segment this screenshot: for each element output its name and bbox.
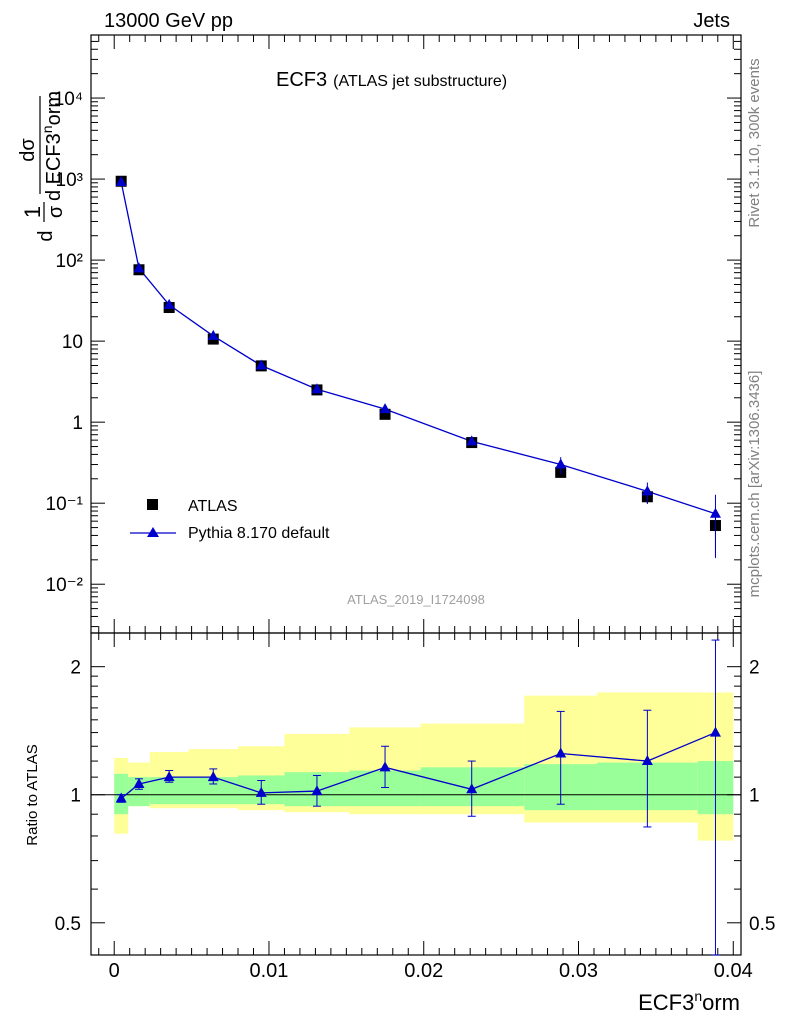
ratio-point	[379, 761, 391, 772]
mc-point	[311, 383, 323, 394]
ratio-point	[255, 786, 267, 797]
ratio-point	[709, 726, 721, 737]
mc-point	[115, 176, 127, 187]
ratio-y-tick-label-left: 2	[70, 658, 81, 679]
x-tick-label: 0.01	[250, 960, 289, 982]
mc-point	[133, 262, 145, 273]
ratio-point	[641, 755, 653, 766]
ratio-point	[466, 783, 478, 794]
ratio-point	[207, 771, 219, 782]
ratio-band-inner	[128, 777, 150, 807]
x-tick-label: 0.03	[559, 960, 598, 982]
y-tick-label: 10³	[56, 170, 83, 191]
ratio-y-tick-label-right: 0.5	[749, 914, 775, 935]
mc-series-line	[120, 181, 716, 515]
y-tick-label: 10²	[56, 251, 83, 272]
y-tick-label: 10	[62, 332, 83, 353]
ratio-frame	[90, 632, 742, 956]
ratio-point	[311, 785, 323, 796]
header-process-label: Jets	[693, 10, 730, 32]
main-frame	[90, 34, 742, 634]
mc-point	[207, 329, 219, 340]
ratio-y-tick-label-right: 1	[749, 786, 760, 807]
ratio-y-tick-label-left: 0.5	[55, 914, 81, 935]
x-tick-label: 0.04	[714, 960, 753, 982]
ratio-y-tick-label-right: 2	[749, 658, 760, 679]
ratio-point	[115, 792, 127, 803]
y-label-d: d	[35, 230, 57, 241]
y-tick-label: 10⁻¹	[46, 494, 84, 515]
y-tick-label: 10⁴	[54, 89, 83, 110]
legend-mc-label: Pythia 8.170 default	[188, 525, 330, 542]
x-tick-label: 0	[109, 960, 120, 982]
legend-data-marker	[147, 499, 158, 510]
plot-title-sub: (ATLAS jet substructure)	[333, 73, 507, 90]
analysis-id-label: ATLAS_2019_I1724098	[347, 592, 485, 607]
ratio-point	[163, 771, 175, 782]
y-label-frac-num: 1	[20, 206, 45, 218]
header-energy-label: 13000 GeV pp	[104, 10, 233, 32]
main-y-axis-label: 1 σ d dσ d ECF3norm	[17, 91, 67, 242]
ratio-point	[555, 747, 567, 758]
mc-point	[555, 458, 567, 469]
ratio-panel: 0 0.01 0.02 0.03 0.04 0.5 0.5 1 1 2 2	[55, 35, 775, 982]
legend-mc-marker	[147, 527, 159, 537]
mc-point	[163, 298, 175, 309]
mc-point	[466, 435, 478, 446]
mcplots-reference-label: mcplots.cern.ch [arXiv:1306.3436]	[746, 371, 763, 598]
mc-point	[641, 485, 653, 496]
plot-title: ECF3 (ATLAS jet substructure)	[276, 69, 507, 91]
legend-data-label: ATLAS	[188, 498, 238, 515]
y-tick-label: 1	[72, 413, 83, 434]
legend: ATLAS Pythia 8.170 default	[130, 498, 330, 542]
x-axis-label: ECF3norm	[638, 988, 740, 1015]
mc-point	[255, 359, 267, 370]
ratio-y-axis-label: Ratio to ATLAS	[24, 744, 41, 845]
mc-point	[379, 403, 391, 414]
main-panel: 10⁻² 10⁻¹ 1 10 10² 10³ 10⁴	[46, 34, 742, 634]
y-label-var: d ECF3norm	[39, 91, 65, 201]
rivet-version-label: Rivet 3.1.10, 300k events	[746, 58, 763, 227]
mc-point	[709, 507, 721, 518]
plot-title-main: ECF3	[276, 69, 327, 91]
y-label-sigma: σ	[45, 205, 67, 218]
ratio-point	[133, 777, 145, 788]
y-tick-label: 10⁻²	[46, 575, 84, 596]
y-label-dsigma: dσ	[17, 138, 39, 162]
data-point	[379, 408, 391, 420]
ratio-y-tick-label-left: 1	[70, 786, 81, 807]
x-tick-label: 0.02	[404, 960, 443, 982]
